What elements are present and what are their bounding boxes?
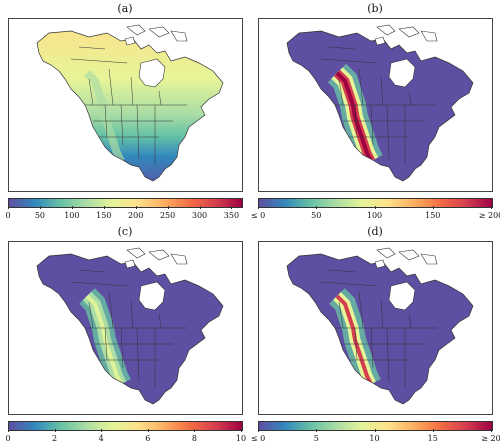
- map-a: [8, 18, 243, 192]
- colorbar-tick-label: 5: [313, 434, 319, 443]
- colorbar-tick-label: 0: [5, 211, 11, 220]
- colorbar-tick-label: 2: [52, 434, 58, 443]
- colorbar-tick: [316, 429, 318, 432]
- colorbar-d: [258, 421, 493, 431]
- colorbar-tick: [258, 206, 259, 209]
- colorbar-tick: [199, 206, 201, 209]
- colorbar-tick: [147, 429, 149, 432]
- map-b: [258, 18, 493, 192]
- colorbar-tick: [194, 429, 196, 432]
- colorbar-tick-label: 8: [191, 434, 197, 443]
- map-svg: [286, 24, 474, 182]
- colorbar-tick-label: ≤ 0: [250, 434, 266, 443]
- colorbar-tick-label: 10: [369, 434, 380, 443]
- colorbar-tick: [374, 429, 376, 432]
- colorbar-tick-label: 0: [5, 434, 11, 443]
- colorbar-tick: [316, 206, 318, 209]
- colorbar-tick: [491, 429, 492, 432]
- colorbar-tick: [374, 206, 376, 209]
- colorbar-b: [258, 198, 493, 208]
- colorbar-tick-label: 350: [223, 211, 240, 220]
- colorbar-tick-label: 50: [311, 211, 322, 220]
- colorbar-tick: [258, 429, 259, 432]
- colorbar-tick: [54, 429, 56, 432]
- colorbar-tick-label: ≥ 200: [478, 211, 500, 220]
- colorbar-tick-label: 10: [235, 434, 247, 443]
- panel-label: (b): [367, 2, 383, 15]
- colorbar-tick-label: 100: [366, 211, 383, 220]
- map-svg: [36, 247, 224, 405]
- colorbar-tick: [71, 206, 73, 209]
- colorbar-tick-label: 300: [191, 211, 208, 220]
- panel-label: (d): [367, 225, 383, 238]
- colorbar-tick-label: 150: [425, 211, 441, 220]
- colorbar-tick: [101, 429, 103, 432]
- colorbar-tick-label: 150: [96, 211, 112, 220]
- colorbar-tick: [231, 206, 233, 209]
- colorbar-tick-label: 6: [145, 434, 151, 443]
- colorbar-tick-label: 50: [34, 211, 45, 220]
- panel-b: (b) ≤ 0 50 100 150 ≥ 200: [250, 0, 500, 223]
- colorbar-tick: [8, 429, 9, 432]
- colorbar-tick: [39, 206, 41, 209]
- panel-c: (c) 0 2 4 6 8 10: [0, 223, 250, 446]
- colorbar-tick-label: ≥ 20: [481, 434, 500, 443]
- colorbar-tick: [8, 206, 9, 209]
- colorbar-tick: [167, 206, 169, 209]
- colorbar-tick: [135, 206, 137, 209]
- panel-d: (d) ≤ 0 5 10 15 ≥ 20: [250, 223, 500, 446]
- colorbar-ticks-b: ≤ 0 50 100 150 ≥ 200: [251, 206, 500, 220]
- colorbar-tick: [241, 429, 242, 432]
- colorbar-ticks-c: 0 2 4 6 8 10: [5, 429, 247, 443]
- colorbar-ticks-a: 0 50 100 150 200 250 300 350: [5, 206, 243, 220]
- colorbar-tick: [103, 206, 105, 209]
- colorbar-a: [8, 198, 243, 208]
- panel-label: (a): [117, 2, 133, 15]
- colorbar-tick-label: 200: [128, 211, 144, 220]
- colorbar-tick-label: 250: [159, 211, 176, 220]
- colorbar-tick-label: 100: [64, 211, 80, 220]
- colorbar-ticks-d: ≤ 0 5 10 15 ≥ 20: [251, 429, 500, 443]
- map-d: [258, 241, 493, 415]
- colorbar-tick: [432, 206, 434, 209]
- colorbar-tick-label: 4: [98, 434, 104, 443]
- map-svg: [36, 24, 224, 182]
- colorbar-tick: [432, 429, 434, 432]
- colorbar-tick: [491, 206, 492, 209]
- panel-label: (c): [117, 225, 133, 238]
- panel-a: (a) 0 50 100 150 200 250 300 350: [0, 0, 250, 223]
- colorbar-tick-label: 15: [427, 434, 438, 443]
- colorbar-c: [8, 421, 243, 431]
- map-svg: [286, 247, 474, 405]
- colorbar-tick-label: ≤ 0: [250, 211, 266, 220]
- map-c: [8, 241, 243, 415]
